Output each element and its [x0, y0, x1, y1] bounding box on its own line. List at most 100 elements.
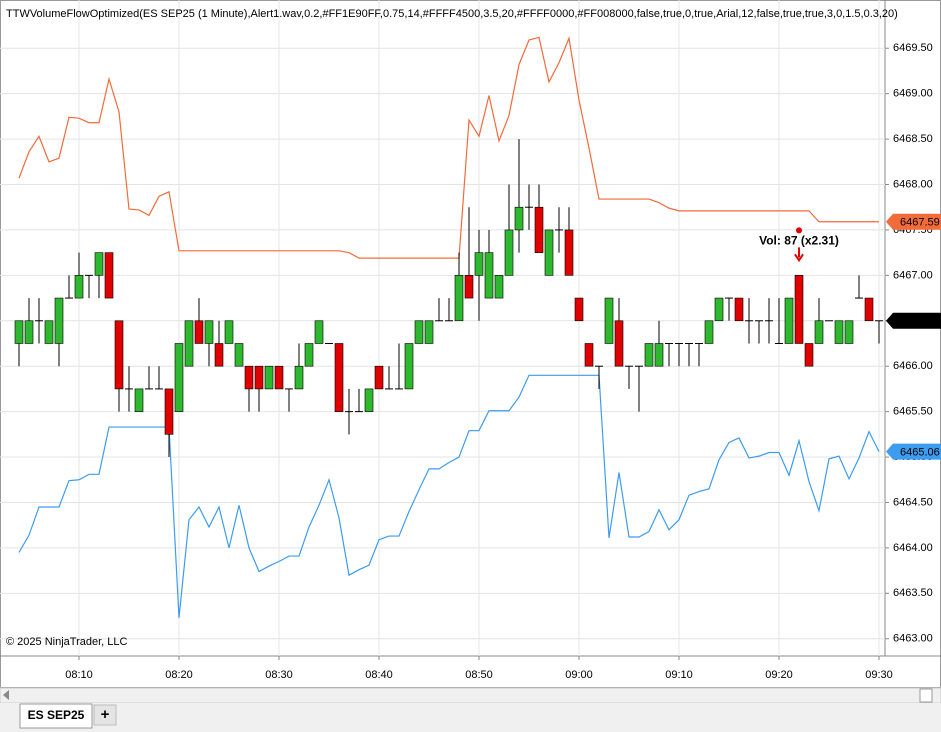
indicator-title: TTWVolumeFlowOptimized(ES SEP25 (1 Minut…: [6, 8, 898, 20]
candle-body: [864, 297, 874, 322]
candle-body: [574, 297, 584, 322]
candle-body: [584, 343, 594, 367]
candle-body: [454, 275, 464, 322]
scrollbar[interactable]: [0, 687, 941, 704]
x-tick-label: 09:30: [865, 669, 893, 681]
candle-body: [644, 343, 654, 367]
candle-body: [714, 297, 724, 322]
candle-body: [484, 252, 494, 299]
candle-body: [614, 320, 624, 367]
price-marker: [886, 213, 941, 230]
add-tab-label[interactable]: +: [101, 706, 110, 723]
x-tick-label: 08:30: [265, 669, 293, 681]
candle-body: [164, 388, 174, 435]
alert-label: Vol: 87 (x2.31): [759, 234, 839, 248]
candle-body: [514, 206, 524, 231]
candle-body: [214, 343, 224, 367]
candle-body: [54, 297, 64, 344]
candle-body: [784, 297, 794, 344]
tab[interactable]: [19, 703, 93, 729]
chart-frame: [0, 0, 941, 688]
candle-body: [224, 320, 234, 344]
candle-body: [264, 365, 274, 390]
candle-body: [234, 343, 244, 367]
candle-body: [414, 320, 424, 344]
y-tick-label: 6468.50: [893, 133, 933, 145]
candle-body: [604, 297, 614, 344]
y-tick-label: 6466.00: [893, 360, 933, 372]
y-tick-label: 6464.50: [893, 496, 933, 508]
candle-body: [804, 343, 814, 367]
y-tick-label: 6465.50: [893, 406, 933, 418]
price-marker: [886, 312, 941, 329]
candle-body: [14, 320, 24, 344]
candle-body: [464, 275, 474, 299]
indicator-line: [18, 36, 879, 259]
alert-arrow: [794, 247, 804, 263]
candle-body: [184, 320, 194, 367]
candle-body: [494, 275, 504, 299]
candle-body: [544, 229, 554, 276]
copyright: © 2025 NinjaTrader, LLC: [6, 636, 127, 648]
candle-body: [254, 365, 264, 390]
candle-body: [24, 320, 34, 344]
candle-body: [654, 343, 664, 367]
y-tick-label: 6469.00: [893, 88, 933, 100]
candle-body: [334, 343, 344, 412]
candle-body: [74, 275, 84, 299]
candle-body: [114, 320, 124, 390]
x-tick-label: 08:20: [165, 669, 193, 681]
candle-body: [704, 320, 714, 344]
candle-body: [734, 297, 744, 322]
tab-label[interactable]: ES SEP25: [28, 708, 85, 722]
y-tick-label: 6469.50: [893, 42, 933, 54]
price-marker-label: 6466.50: [900, 316, 940, 328]
y-tick-label: 6467.00: [893, 269, 933, 281]
candle-body: [304, 343, 314, 367]
candle-body: [834, 320, 844, 344]
candle-body: [474, 252, 484, 276]
candle-body: [294, 365, 304, 390]
y-tick-label: 6468.00: [893, 178, 933, 190]
candle-body: [504, 229, 514, 276]
candle-body: [374, 365, 384, 390]
y-tick-label: 6464.00: [893, 542, 933, 554]
candle-body: [364, 388, 374, 412]
y-tick-label: 6463.00: [893, 633, 933, 645]
candle-body: [404, 343, 414, 390]
candle-body: [94, 252, 104, 276]
x-tick-label: 09:20: [765, 669, 793, 681]
price-marker-label: 6467.59: [900, 217, 940, 229]
candle-body: [564, 229, 574, 276]
x-tick-label: 08:10: [65, 669, 93, 681]
add-tab-button[interactable]: [93, 704, 117, 726]
candle-body: [814, 320, 824, 344]
scroll-thumb[interactable]: [919, 688, 933, 703]
price-marker: [886, 443, 941, 460]
candle-body: [424, 320, 434, 344]
indicator-line: [18, 374, 880, 618]
candle-body: [844, 320, 854, 344]
candle-body: [194, 320, 204, 344]
axes: 6463.006463.506464.006464.506465.006465.…: [65, 42, 941, 681]
alert-dot: [796, 227, 802, 234]
candle-body: [174, 343, 184, 412]
scroll-left[interactable]: [3, 690, 9, 700]
candle-body: [244, 365, 254, 390]
tab-bar: [0, 703, 941, 732]
candle-body: [794, 275, 804, 344]
candle-body: [204, 320, 214, 344]
candle-body: [534, 206, 544, 253]
y-tick-label: 6463.50: [893, 587, 933, 599]
candle-body: [314, 320, 324, 344]
candle-body: [44, 320, 54, 344]
x-tick-label: 08:40: [365, 669, 393, 681]
candle-body: [274, 365, 284, 390]
candle-body: [104, 252, 114, 299]
plot: Vol: 87 (x2.31): [14, 36, 883, 618]
x-tick-label: 09:10: [665, 669, 693, 681]
x-tick-label: 08:50: [465, 669, 493, 681]
price-marker-label: 6465.06: [900, 447, 940, 459]
